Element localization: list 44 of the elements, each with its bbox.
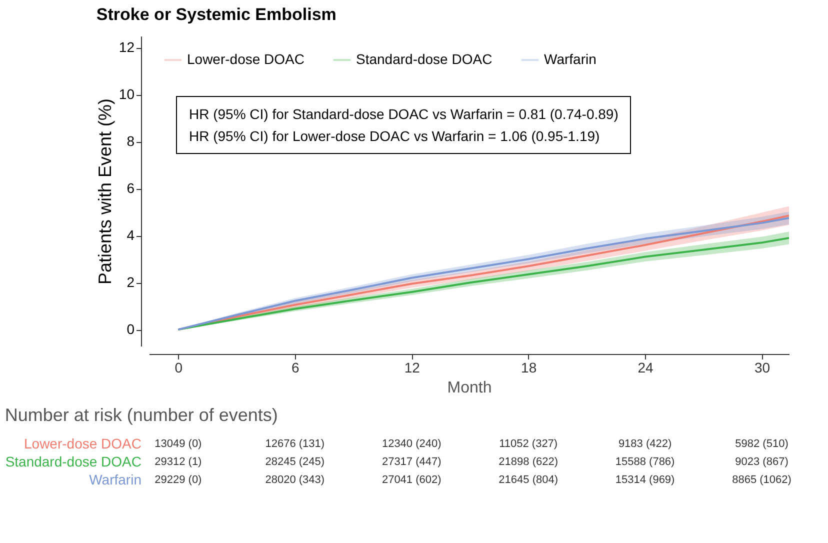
text: 11052 (327) <box>499 438 558 450</box>
x-tick-label: 6 <box>292 360 300 376</box>
text: 21645 (804) <box>498 474 558 486</box>
legend-label: Lower-dose DOAC <box>187 51 304 67</box>
text: 15314 (969) <box>615 474 675 486</box>
text: 5982 (510) <box>735 438 788 450</box>
text: 29229 (0) <box>154 474 202 486</box>
text-box: HR (95% CI) for Standard-dose DOAC vs Warfarin = 0.81 (0.74-0.89) HR (95% CI) for Lower-dose DOAC vs Warfarin = 1.06 (0.95-1.19) <box>176 96 632 154</box>
x-tick-label: 0 <box>174 360 183 376</box>
text: 27041 (602) <box>382 474 442 486</box>
text: Lower-dose DOAC <box>24 436 142 452</box>
text: 9183 (422) <box>618 438 672 450</box>
x-tick-label: 12 <box>404 360 420 376</box>
legend-label: Standard-dose DOAC <box>356 51 492 67</box>
x-axis-title: Month <box>447 380 492 396</box>
text: Number at risk (number of events) <box>4 405 278 425</box>
y-axis-title: Patients with Event (%) <box>94 98 115 285</box>
x-tick-label: 30 <box>754 360 770 376</box>
y-tick-label: 0 <box>126 321 135 338</box>
text: 13049 (0) <box>154 438 202 450</box>
x-tick-label: 24 <box>638 360 654 376</box>
x-tick-label: 18 <box>521 360 537 376</box>
y-tick-label: 2 <box>126 274 135 290</box>
y-tick-label: 10 <box>118 86 135 102</box>
text: Warfarin <box>89 472 142 488</box>
text: 12340 (240) <box>382 438 442 450</box>
text: 29312 (1) <box>154 456 202 468</box>
y-tick-label: 8 <box>126 133 135 150</box>
y-tick-label: 6 <box>126 180 135 196</box>
annotation: HR (95% CI) for Standard-dose DOAC vs Warfarin = 0.81 (0.74-0.89) <box>189 105 618 124</box>
text: 28245 (245) <box>265 456 325 468</box>
text: Standard-dose DOAC <box>5 454 142 470</box>
text: 9023 (867) <box>735 456 788 468</box>
text: 28020 (343) <box>265 474 325 486</box>
annotation: HR (95% CI) for Lower-dose DOAC vs Warfarin = 1.06 (0.95-1.19) <box>189 127 601 146</box>
text: 12676 (131) <box>265 438 325 450</box>
legend-label: Warfarin <box>544 51 596 67</box>
text: 8865 (1062) <box>732 474 792 486</box>
text: 15588 (786) <box>615 456 675 468</box>
y-tick-label: 4 <box>126 227 135 244</box>
text: 27317 (447) <box>382 456 442 468</box>
chart-title: Stroke or Systemic Embolism <box>96 5 336 24</box>
text: 21898 (622) <box>498 456 558 468</box>
y-tick-label: 12 <box>118 39 135 56</box>
